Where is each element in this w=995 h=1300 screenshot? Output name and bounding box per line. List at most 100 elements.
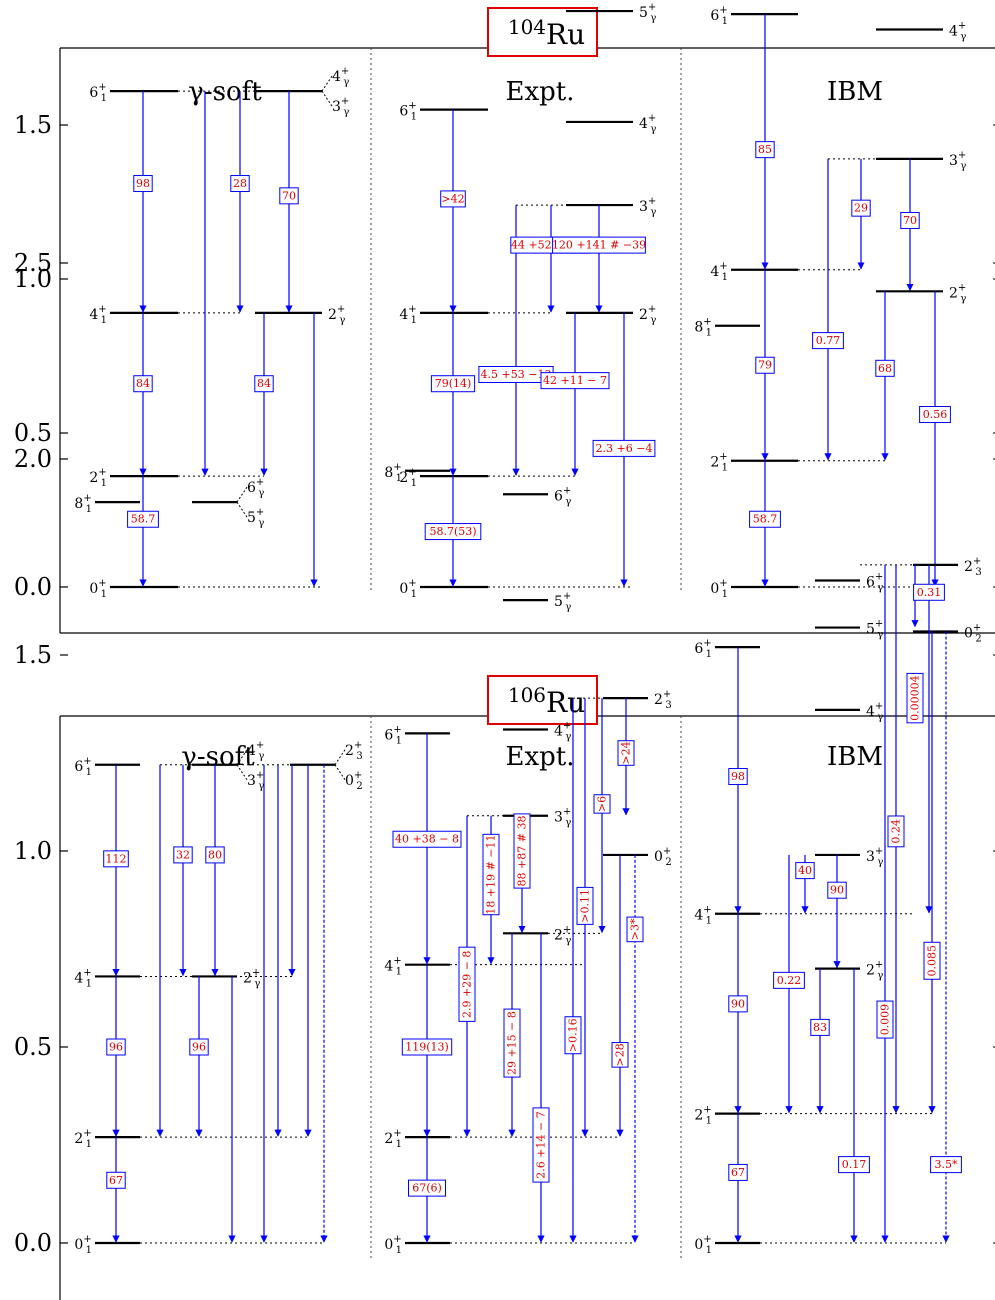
transition-value: 83 xyxy=(810,1018,830,1036)
level-spin: 0 xyxy=(399,581,408,597)
level-label: 3+ γ xyxy=(866,846,883,868)
level-spin: 6 xyxy=(554,488,563,504)
level-index: γ xyxy=(565,496,571,507)
level-index: 1 xyxy=(411,112,417,123)
level-index: 1 xyxy=(101,315,107,326)
level-index: γ xyxy=(258,781,264,792)
level-label: 2+ 1 xyxy=(694,1105,712,1127)
level-index: 3 xyxy=(356,751,362,762)
level-spin: 2 xyxy=(328,307,337,323)
transition-value-text: 88 +87 # 38 xyxy=(516,816,529,887)
transition-value-text: 0.00004 xyxy=(909,675,922,721)
level-spin: 2 xyxy=(710,455,719,471)
transition-value-box xyxy=(401,1038,453,1056)
level-spin: 2 xyxy=(694,1108,703,1124)
transition-value: 0.24 xyxy=(887,815,905,848)
level-label: 0+ 1 xyxy=(694,1234,712,1256)
level-spin: 6 xyxy=(399,104,408,120)
transition-value: 88 +87 # 38 xyxy=(513,813,531,889)
transition-value-text: >0.16 xyxy=(567,1018,580,1052)
transition-value-text: 4.5 +53 −13 xyxy=(481,368,552,381)
transition-value-box xyxy=(513,813,531,889)
transition-value: 58.7(53) xyxy=(424,523,482,541)
level-label: 4+ γ xyxy=(554,720,571,742)
transition-value-text: 40 xyxy=(798,864,812,877)
level-label: 5+ γ xyxy=(866,619,883,641)
level-parity: + xyxy=(875,960,883,971)
level-label: 4+ 1 xyxy=(399,304,417,326)
level-parity: + xyxy=(703,1234,711,1245)
level-label: 6+ γ xyxy=(866,572,883,594)
transition-value-box xyxy=(133,175,153,193)
level-index: 2 xyxy=(356,781,362,792)
transition-value-box xyxy=(230,175,250,193)
level-parity: + xyxy=(663,846,671,857)
transition-value: 2.9 +29 − 8 xyxy=(458,946,476,1022)
level-parity: + xyxy=(98,304,106,315)
level-label: 4+ γ xyxy=(639,113,656,135)
transition-value: 79 xyxy=(755,356,775,374)
transition-value-text: 0.22 xyxy=(777,974,802,987)
transition-value: 119(13) xyxy=(401,1038,453,1056)
fork-line xyxy=(321,90,333,107)
level-label: 8+ 1 xyxy=(694,317,712,339)
transition-value: 70 xyxy=(279,187,299,205)
level-index: γ xyxy=(565,731,571,742)
level-parity: + xyxy=(83,756,91,767)
level-index: 1 xyxy=(86,1245,92,1256)
level-spin: 4 xyxy=(89,307,98,323)
transition-value-text: 3.5* xyxy=(935,1158,958,1171)
transition-value-text: 29 xyxy=(854,202,868,215)
level-spin: 6 xyxy=(89,85,98,101)
transition-value: 40 +38 − 8 xyxy=(392,830,462,848)
level-index: γ xyxy=(960,293,966,304)
transition-value: 96 xyxy=(189,1038,209,1056)
level-label: 4+ 1 xyxy=(74,967,92,989)
level-spin: 2 xyxy=(964,559,973,575)
level-label: 5+ γ xyxy=(639,2,656,24)
level-index: 1 xyxy=(706,328,712,339)
level-spin: 4 xyxy=(639,116,648,132)
level-spin: 2 xyxy=(89,470,98,486)
level-index: γ xyxy=(877,712,883,723)
transition-value: 98 xyxy=(133,175,153,193)
transition-value-text: 0.17 xyxy=(842,1158,867,1171)
level-label: 3+ γ xyxy=(332,96,349,118)
transition-value: 85 xyxy=(755,141,775,159)
transition-value-text: 29 +15 − 8 xyxy=(506,1011,519,1075)
level-spin: 4 xyxy=(949,24,958,40)
transition-value: 90 xyxy=(728,995,748,1013)
level-spin: 5 xyxy=(247,510,256,526)
transition-value-box xyxy=(279,187,299,205)
transition-value-box xyxy=(205,846,225,864)
level-parity: + xyxy=(256,740,264,751)
transition-value: >0.16 xyxy=(564,1016,582,1055)
level-label: 2+ 3 xyxy=(345,740,363,762)
level-label: 2+ γ xyxy=(243,967,260,989)
level-label: 2+ 1 xyxy=(74,1128,92,1150)
level-parity: + xyxy=(875,619,883,630)
level-label: 6+ 1 xyxy=(89,82,107,104)
level-label: 0+ 2 xyxy=(654,846,672,868)
level-spin: 8 xyxy=(384,465,393,481)
nucleus-label: 104Ru xyxy=(508,15,585,51)
transition-value-box xyxy=(827,881,847,899)
transition-value-text: >42 xyxy=(441,192,464,205)
transition-value-box xyxy=(923,941,941,980)
transition-value: 0.31 xyxy=(913,583,945,601)
level-index: 1 xyxy=(101,478,107,489)
transition-value-box xyxy=(106,1038,126,1056)
level-parity: + xyxy=(563,485,571,496)
level-label: 0+ 2 xyxy=(345,770,363,792)
transition-value-text: 2.6 +14 − 7 xyxy=(535,1111,548,1178)
level-index: 2 xyxy=(665,857,671,868)
transition-value-text: 96 xyxy=(192,1041,206,1054)
transition-value: >24 xyxy=(617,740,635,766)
level-spin: 3 xyxy=(247,773,256,789)
transition-value-box xyxy=(564,1016,582,1055)
level-spin: 5 xyxy=(639,5,648,21)
level-spin: 2 xyxy=(384,1131,393,1147)
level-label: 4+ 1 xyxy=(89,304,107,326)
